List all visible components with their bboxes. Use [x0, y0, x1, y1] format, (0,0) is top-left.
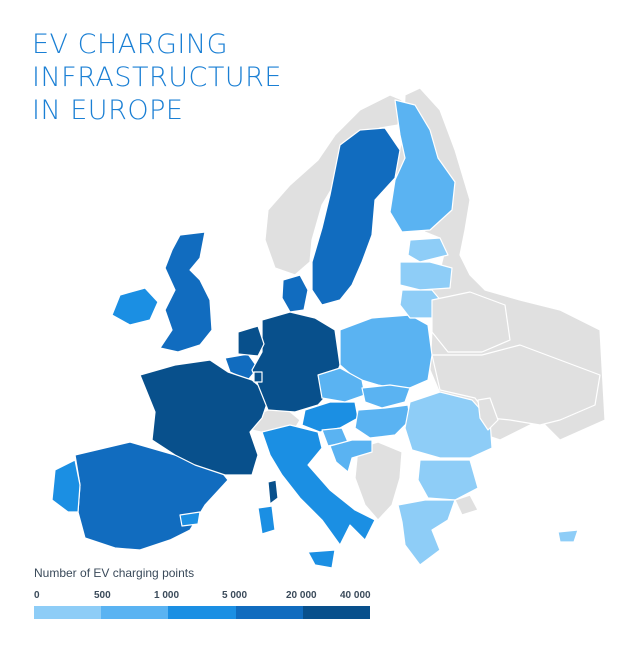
map-title: EV CHARGING INFRASTRUCTURE IN EUROPE: [32, 28, 282, 127]
legend-swatch: [34, 606, 102, 619]
region-balearic-islands: [179, 511, 201, 527]
region-denmark: [281, 274, 309, 313]
title-line-1: EV CHARGING: [32, 29, 229, 60]
legend-tick: 20 000: [286, 590, 317, 601]
region-france: [139, 359, 271, 476]
region-croatia: [329, 439, 373, 473]
region-greece: [397, 499, 456, 566]
region-hungary: [354, 404, 411, 439]
region-austria: [301, 401, 359, 433]
region-slovakia: [361, 384, 411, 409]
region-italy: [261, 424, 376, 546]
legend-swatch: [302, 606, 371, 619]
region-bulgaria: [417, 459, 479, 501]
region-sicily: [307, 549, 336, 569]
region-portugal: [51, 459, 81, 513]
legend-swatch: [235, 606, 303, 619]
legend-tick: 0: [34, 590, 40, 601]
region-sweden: [311, 127, 401, 306]
legend-color-bar: [34, 606, 371, 619]
region-latvia: [399, 261, 453, 291]
legend-tick: 1 000: [154, 590, 180, 601]
region-germany: [251, 311, 341, 413]
title-line-3: IN EUROPE: [32, 95, 184, 126]
region-corsica: [267, 479, 279, 505]
legend-tick: 5 000: [222, 590, 248, 601]
legend-ticks: 0 500 1 000 5 000 20 000 40 000: [34, 590, 371, 604]
legend: 0 500 1 000 5 000 20 000 40 000: [34, 590, 371, 619]
region-ireland: [111, 287, 159, 326]
legend-title: Number of EV charging points: [34, 566, 195, 580]
region-luxembourg: [253, 371, 263, 383]
region-netherlands: [237, 325, 265, 357]
region-estonia: [407, 237, 449, 263]
region-turkey: [454, 494, 479, 516]
region-romania: [404, 391, 493, 459]
region-united-kingdom: [159, 231, 213, 353]
legend-swatch: [168, 606, 236, 619]
region-moldova: [477, 397, 499, 431]
region-belarus: [431, 291, 511, 353]
legend-tick: 40 000: [340, 590, 371, 601]
region-finland: [389, 99, 456, 233]
region-sardinia: [257, 505, 276, 535]
region-ukraine: [431, 344, 601, 426]
legend-tick: 500: [94, 590, 111, 601]
title-line-2: INFRASTRUCTURE: [32, 62, 282, 93]
region-cyprus: [557, 529, 579, 543]
region-western-balkans: [354, 441, 403, 521]
legend-swatch: [101, 606, 169, 619]
